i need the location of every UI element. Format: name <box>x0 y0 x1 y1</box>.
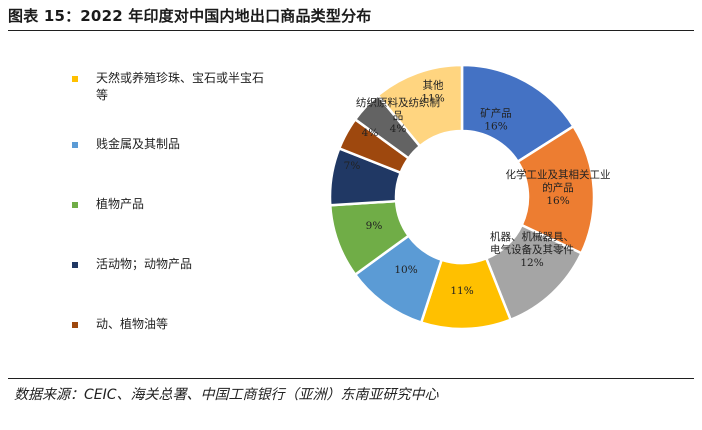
legend-label: 天然或养殖珍珠、宝石或半宝石等 <box>96 71 265 102</box>
slice-label: 10% <box>394 264 417 276</box>
slice-label: 其他 <box>423 79 444 92</box>
slice-label: 16% <box>546 195 569 207</box>
legend-swatch <box>72 202 78 208</box>
slice-label: 9% <box>366 220 383 232</box>
slice-label: 12% <box>520 257 543 269</box>
legend-label: 贱金属及其制品 <box>96 137 181 151</box>
slice-label: 机器、机械器具、 <box>490 230 574 243</box>
bottom-rule <box>8 378 694 379</box>
slice-label: 11% <box>421 93 444 105</box>
slice-label: 4% <box>390 123 407 135</box>
slice-label: 16% <box>484 121 507 133</box>
legend-swatch <box>72 142 78 148</box>
slice-label: 7% <box>344 160 361 172</box>
slice-label: 电气设备及其零件 <box>490 243 574 256</box>
legend-label: 活动物；动物产品 <box>96 257 193 271</box>
slice-label: 的产品 <box>542 181 574 194</box>
slice-label: 11% <box>450 285 473 297</box>
legend-label: 动、植物油等 <box>96 317 169 331</box>
legend-swatch <box>72 262 78 268</box>
slice-label: 品 <box>393 110 404 122</box>
legend-swatch <box>72 76 78 82</box>
slice-label: 化学工业及其相关工业 <box>506 168 611 181</box>
slice-label: 4% <box>362 127 379 139</box>
slice-label: 矿产品 <box>480 107 512 120</box>
source-note: 数据来源：CEIC、海关总署、中国工商银行（亚洲）东南亚研究中心 <box>14 387 439 403</box>
legend-swatch <box>72 322 78 328</box>
slice-label: 纺织原料及纺织制 <box>356 96 440 109</box>
legend-label: 植物产品 <box>96 197 145 211</box>
donut-slice <box>376 63 464 148</box>
top-rule <box>8 30 694 31</box>
chart-title: 图表 15：2022 年印度对中国内地出口商品类型分布 <box>8 7 372 25</box>
